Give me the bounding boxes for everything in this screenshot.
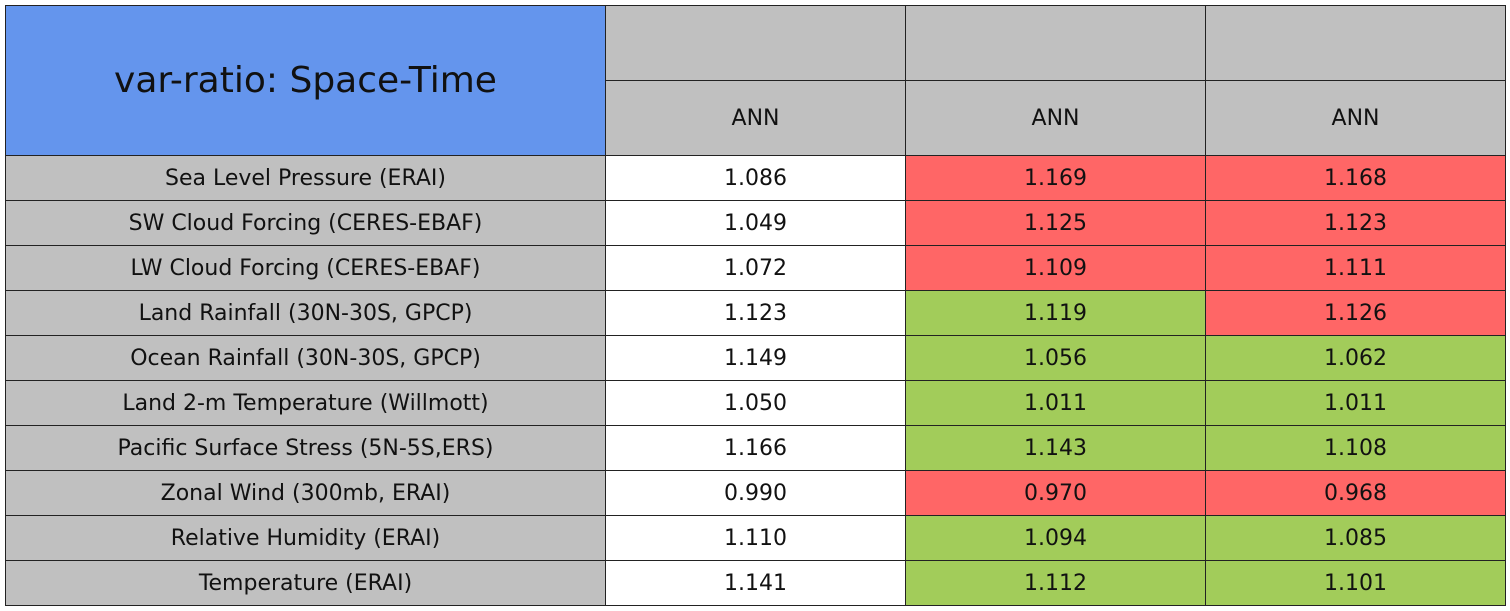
value-cell: 1.126 bbox=[1205, 290, 1506, 336]
column-header-cell bbox=[1205, 5, 1506, 81]
value-cell: 1.111 bbox=[1205, 245, 1506, 291]
value-cell: 1.056 bbox=[905, 335, 1206, 381]
value-cell: 1.011 bbox=[905, 380, 1206, 426]
row-label: Sea Level Pressure (ERAI) bbox=[5, 155, 606, 201]
title-cell: var-ratio: Space-Time bbox=[5, 5, 606, 156]
value-cell: 1.119 bbox=[905, 290, 1206, 336]
row-label: Land 2-m Temperature (Willmott) bbox=[5, 380, 606, 426]
season-header: ANN bbox=[905, 80, 1206, 156]
value-cell: 1.149 bbox=[605, 335, 906, 381]
row-label: SW Cloud Forcing (CERES-EBAF) bbox=[5, 200, 606, 246]
value-cell: 1.168 bbox=[1205, 155, 1506, 201]
value-cell: 1.166 bbox=[605, 425, 906, 471]
row-label: Pacific Surface Stress (5N-5S,ERS) bbox=[5, 425, 606, 471]
value-cell: 0.968 bbox=[1205, 470, 1506, 516]
row-label: Temperature (ERAI) bbox=[5, 560, 606, 606]
column-header-cell bbox=[605, 5, 906, 81]
value-cell: 1.072 bbox=[605, 245, 906, 291]
value-cell: 1.112 bbox=[905, 560, 1206, 606]
value-cell: 1.049 bbox=[605, 200, 906, 246]
value-cell: 1.123 bbox=[1205, 200, 1506, 246]
value-cell: 1.123 bbox=[605, 290, 906, 336]
season-header: ANN bbox=[605, 80, 906, 156]
value-cell: 1.094 bbox=[905, 515, 1206, 561]
value-cell: 1.101 bbox=[1205, 560, 1506, 606]
value-cell: 1.141 bbox=[605, 560, 906, 606]
value-cell: 1.050 bbox=[605, 380, 906, 426]
row-label: Ocean Rainfall (30N-30S, GPCP) bbox=[5, 335, 606, 381]
value-cell: 1.108 bbox=[1205, 425, 1506, 471]
column-header-cell bbox=[905, 5, 1206, 81]
season-header: ANN bbox=[1205, 80, 1506, 156]
row-label: Zonal Wind (300mb, ERAI) bbox=[5, 470, 606, 516]
value-cell: 1.086 bbox=[605, 155, 906, 201]
value-cell: 1.110 bbox=[605, 515, 906, 561]
row-label: Relative Humidity (ERAI) bbox=[5, 515, 606, 561]
value-cell: 1.109 bbox=[905, 245, 1206, 291]
value-cell: 1.125 bbox=[905, 200, 1206, 246]
row-label: LW Cloud Forcing (CERES-EBAF) bbox=[5, 245, 606, 291]
value-cell: 1.062 bbox=[1205, 335, 1506, 381]
value-cell: 1.169 bbox=[905, 155, 1206, 201]
value-cell: 1.085 bbox=[1205, 515, 1506, 561]
value-cell: 1.143 bbox=[905, 425, 1206, 471]
value-cell: 0.970 bbox=[905, 470, 1206, 516]
value-cell: 0.990 bbox=[605, 470, 906, 516]
value-cell: 1.011 bbox=[1205, 380, 1506, 426]
row-label: Land Rainfall (30N-30S, GPCP) bbox=[5, 290, 606, 336]
